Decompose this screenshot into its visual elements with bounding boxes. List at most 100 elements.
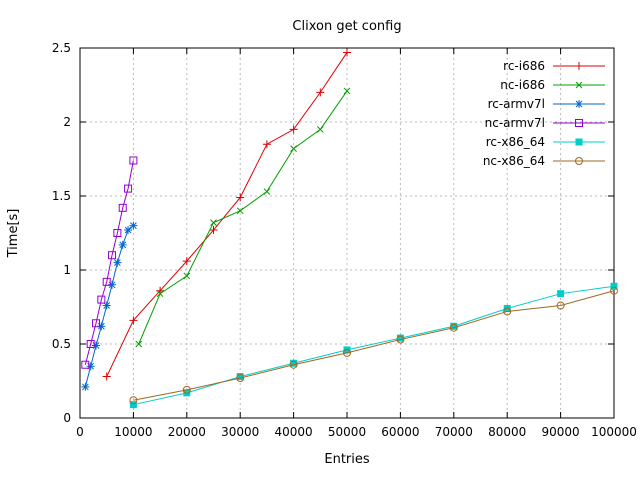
marker-square-filled	[557, 290, 565, 298]
marker-square-open	[92, 319, 101, 328]
x-tick-label: 80000	[488, 425, 526, 439]
series-nc-x86_64	[129, 286, 618, 405]
marker-plus	[289, 125, 298, 134]
legend: rc-i686 nc-i686 rc-armv7l nc-armv7l rc-x86_6…	[483, 59, 605, 168]
marker-square-filled	[290, 359, 298, 367]
marker-cross	[210, 219, 217, 226]
series-line	[106, 52, 348, 377]
marker-square-open	[118, 203, 127, 212]
series-rc-armv7l	[81, 221, 138, 391]
marker-cross	[575, 81, 583, 89]
marker-cross	[236, 207, 244, 215]
marker-cross	[130, 222, 137, 229]
series-line	[138, 90, 348, 345]
y-tick-label: 1.5	[52, 189, 71, 203]
marker-circle-open	[449, 323, 458, 332]
marker-cross	[290, 145, 297, 152]
marker-square-filled	[450, 322, 458, 330]
marker-square-open	[108, 251, 117, 260]
marker-plus	[236, 193, 245, 202]
marker-cross	[124, 226, 132, 234]
marker-cross	[343, 87, 351, 95]
marker-plus	[575, 62, 583, 70]
marker-cross	[575, 100, 583, 108]
x-tick-label: 50000	[328, 425, 366, 439]
marker-circle-open	[236, 374, 245, 383]
marker-plus	[102, 372, 111, 381]
y-tick-label: 2	[63, 115, 71, 129]
marker-circle-open	[182, 385, 191, 394]
marker-square-filled	[183, 389, 191, 397]
marker-square-filled	[396, 334, 404, 342]
marker-square-open	[129, 156, 138, 165]
legend-sample-rc-armv7l	[553, 100, 605, 108]
x-tick-label: 10000	[114, 425, 152, 439]
marker-square-filled	[610, 282, 618, 290]
legend-sample-nc-armv7l	[553, 119, 605, 127]
legend-sample-rc-x86_64	[553, 138, 605, 146]
marker-plus	[262, 140, 271, 149]
plot-area: 0 10000 20000 30000 40000 50000 60000 70000 8000…	[52, 41, 637, 439]
series-rc-i686	[102, 48, 351, 381]
x-tick-label: 20000	[168, 425, 206, 439]
marker-cross	[263, 188, 271, 195]
marker-cross	[156, 290, 164, 298]
marker-cross	[81, 383, 89, 391]
legend-sample-nc-x86_64	[553, 157, 605, 165]
marker-square-filled	[575, 138, 583, 146]
marker-plus	[129, 316, 138, 325]
marker-circle-open	[556, 301, 565, 310]
chart-title: Clixon get config	[292, 19, 401, 34]
marker-square-open	[81, 360, 90, 369]
marker-square-open	[575, 119, 583, 127]
x-tick-label: 100000	[591, 425, 637, 439]
x-tick-label: 90000	[542, 425, 580, 439]
legend-label-rc-i686: rc-i686	[503, 59, 545, 73]
marker-square-open	[124, 184, 133, 193]
legend-label-nc-armv7l: nc-armv7l	[485, 116, 545, 130]
x-tick-label: 70000	[435, 425, 473, 439]
marker-plus	[209, 226, 218, 235]
legend-sample-nc-i686	[553, 81, 605, 89]
y-tick-label: 0.5	[52, 337, 71, 351]
marker-square-filled	[503, 304, 511, 312]
marker-circle-open	[343, 348, 351, 357]
marker-circle-open	[610, 286, 618, 295]
marker-cross	[135, 340, 143, 348]
marker-circle-open	[575, 157, 583, 165]
marker-cross	[183, 272, 191, 280]
marker-square-open	[97, 295, 106, 304]
marker-circle-open	[129, 396, 138, 405]
marker-cross	[119, 241, 127, 249]
y-tick-label: 1	[63, 263, 71, 277]
x-tick-label: 40000	[275, 425, 313, 439]
marker-cross	[316, 126, 324, 133]
marker-square-filled	[343, 346, 351, 354]
marker-square-open	[102, 277, 111, 286]
marker-cross	[114, 259, 121, 266]
y-tick-label: 0	[63, 411, 71, 425]
plot-border	[79, 47, 615, 419]
marker-square-filled	[129, 401, 137, 409]
marker-plus	[182, 257, 191, 266]
x-axis-label: Entries	[324, 452, 370, 467]
x-tick-label: 60000	[381, 425, 419, 439]
tick-labels: 0 10000 20000 30000 40000 50000 60000 70000 8000…	[52, 41, 637, 439]
marker-plus	[316, 88, 325, 97]
x-tick-label: 0	[76, 425, 84, 439]
legend-sample-rc-i686	[553, 62, 605, 70]
marker-square-filled	[236, 373, 244, 381]
series-line	[84, 160, 134, 365]
marker-square-open	[113, 229, 122, 237]
legend-label-rc-x86_64: rc-x86_64	[486, 135, 545, 149]
y-axis-label: Time[s]	[6, 209, 21, 259]
series-rc-x86_64	[129, 282, 618, 409]
y-tick-label: 2.5	[52, 41, 71, 55]
series-nc-i686	[135, 87, 351, 348]
legend-label-nc-x86_64: nc-x86_64	[483, 154, 545, 168]
marker-circle-open	[289, 360, 298, 369]
x-tick-label: 30000	[221, 425, 259, 439]
marker-circle-open	[396, 335, 405, 344]
legend-label-rc-armv7l: rc-armv7l	[488, 97, 545, 111]
